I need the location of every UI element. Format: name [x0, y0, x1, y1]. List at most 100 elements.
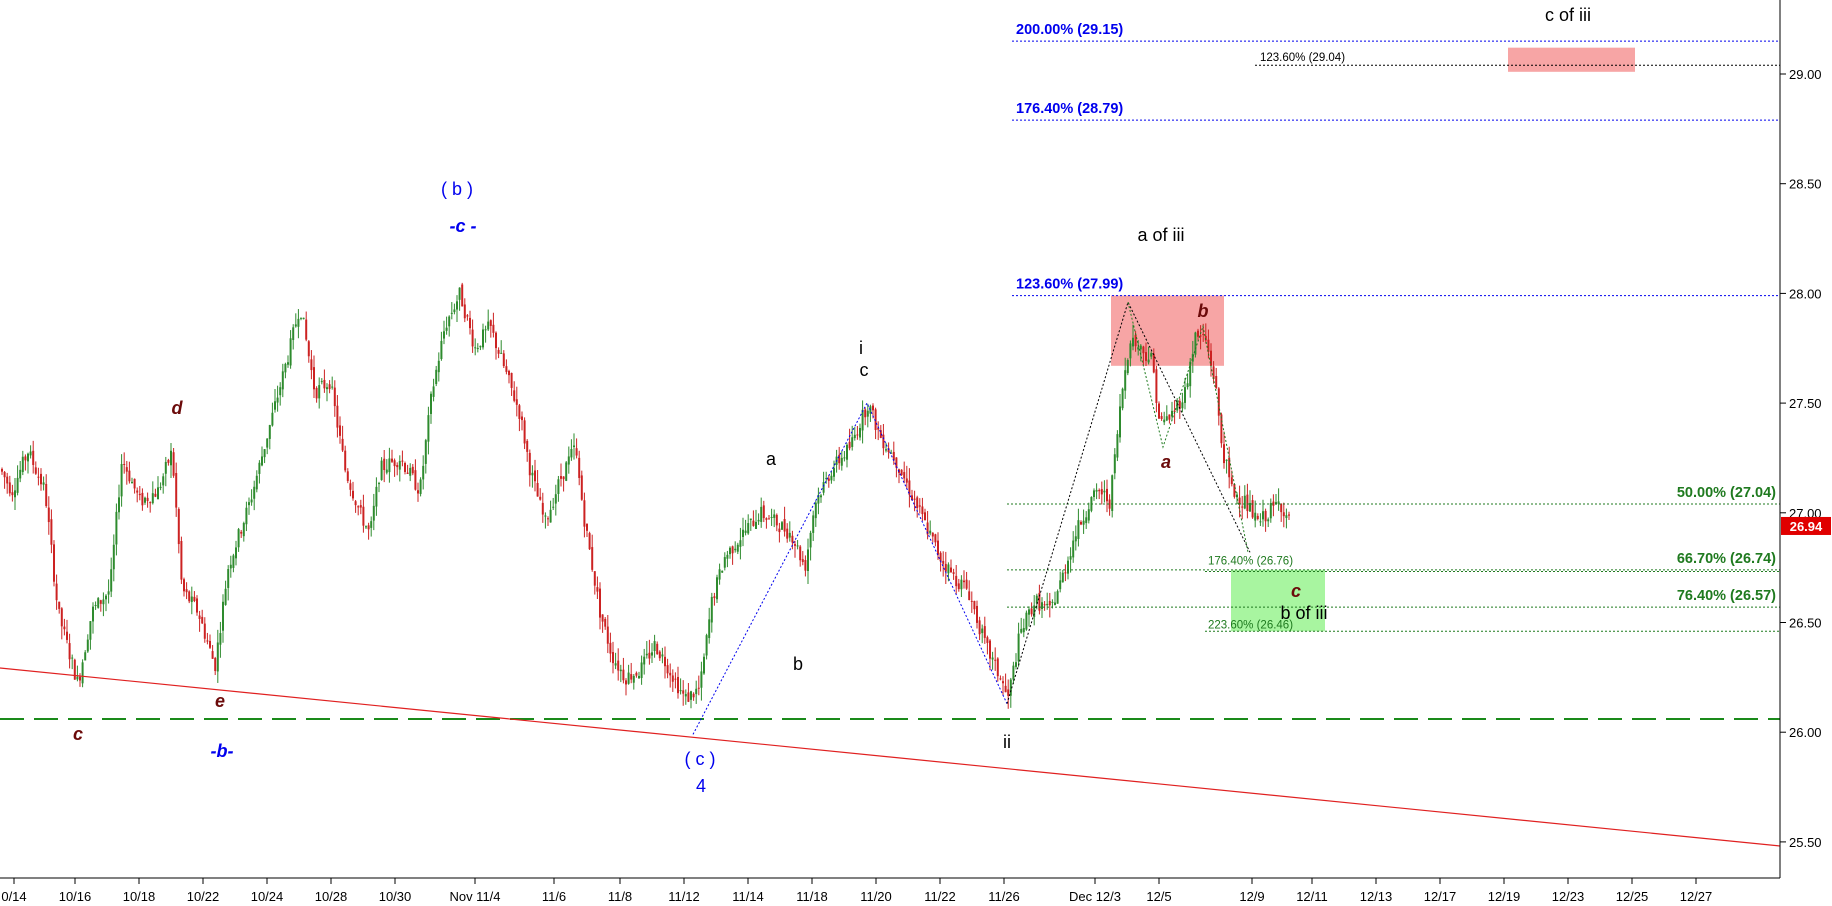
candle	[765, 517, 768, 529]
fib-label-blue: 176.40% (28.79)	[1016, 101, 1123, 117]
candle	[409, 463, 412, 482]
candle	[1256, 513, 1259, 521]
candle	[157, 476, 159, 500]
candle	[1059, 571, 1062, 593]
candle	[697, 675, 700, 696]
candle	[1181, 392, 1184, 413]
fib-label-blue: 200.00% (29.15)	[1016, 22, 1123, 38]
x-tick-label: 10/22	[187, 889, 220, 904]
candle	[359, 499, 362, 515]
candle	[1077, 508, 1080, 547]
candle	[749, 518, 752, 531]
candle	[71, 654, 74, 670]
candle	[627, 664, 630, 685]
candle	[372, 493, 375, 531]
candle	[352, 481, 354, 501]
candle	[190, 586, 193, 615]
candle	[305, 311, 308, 342]
candle	[861, 400, 864, 444]
wave-label: a	[766, 449, 777, 469]
candle	[814, 500, 817, 527]
candle	[1002, 676, 1004, 696]
candle	[27, 452, 29, 474]
candle	[638, 671, 640, 679]
candle	[216, 629, 219, 683]
candle	[120, 454, 123, 507]
candle	[541, 492, 544, 523]
candle	[775, 513, 778, 532]
candle	[170, 443, 172, 478]
candle	[768, 515, 770, 520]
candle	[921, 497, 924, 522]
candle	[866, 403, 869, 428]
candle	[534, 459, 536, 492]
wave-label: c	[860, 360, 869, 380]
candle	[302, 317, 305, 320]
candle	[588, 531, 591, 551]
x-tick-label: Dec 12/3	[1069, 889, 1121, 904]
candle	[916, 495, 919, 518]
candle	[320, 378, 323, 385]
candle	[1009, 677, 1012, 708]
candle	[404, 461, 406, 475]
candle	[1191, 340, 1194, 373]
candle	[1054, 591, 1056, 606]
candle	[53, 540, 55, 587]
candle	[952, 568, 955, 580]
candle	[822, 471, 825, 496]
candle	[674, 672, 677, 689]
candle	[8, 475, 11, 497]
candle	[237, 527, 240, 552]
candle	[461, 282, 464, 307]
candle	[513, 381, 516, 403]
wave-label: 4	[696, 776, 706, 796]
candle	[583, 492, 586, 538]
candle	[102, 592, 105, 617]
candle	[1129, 340, 1132, 367]
candle	[1100, 481, 1103, 505]
candle	[1108, 494, 1111, 516]
x-tick-label: 12/27	[1680, 889, 1713, 904]
candle	[398, 455, 401, 482]
candle	[86, 634, 89, 653]
candle	[1210, 343, 1212, 377]
candle	[32, 440, 35, 474]
x-tick-label: 10/28	[315, 889, 348, 904]
candle	[232, 553, 235, 573]
candle	[479, 345, 482, 351]
candle	[34, 461, 37, 475]
candle	[996, 657, 999, 682]
candle	[900, 469, 903, 476]
candle	[648, 639, 651, 665]
candle	[843, 450, 846, 462]
candle	[1067, 556, 1069, 580]
candle	[575, 438, 578, 459]
candle	[679, 678, 682, 695]
candle	[383, 449, 386, 483]
candle	[713, 592, 716, 606]
candle	[1160, 412, 1163, 421]
candle	[853, 426, 856, 441]
candle	[1119, 394, 1121, 443]
candle	[123, 452, 126, 474]
x-tick-label: 12/25	[1616, 889, 1649, 904]
candle	[664, 646, 666, 679]
wave-label: b	[793, 654, 803, 674]
candle	[177, 507, 180, 554]
candle	[224, 580, 227, 606]
candle	[110, 557, 113, 598]
candle	[482, 323, 484, 350]
x-tick-label: 0/14	[1, 889, 26, 904]
candle	[94, 601, 97, 610]
candle	[1017, 622, 1020, 667]
candle	[736, 542, 739, 555]
candle	[346, 468, 349, 484]
candle	[859, 423, 861, 441]
candle	[159, 482, 162, 491]
candle	[1082, 509, 1085, 534]
candle	[253, 480, 256, 511]
candle	[669, 663, 672, 688]
candle	[554, 484, 557, 516]
candle	[682, 680, 685, 706]
candle	[677, 666, 679, 699]
